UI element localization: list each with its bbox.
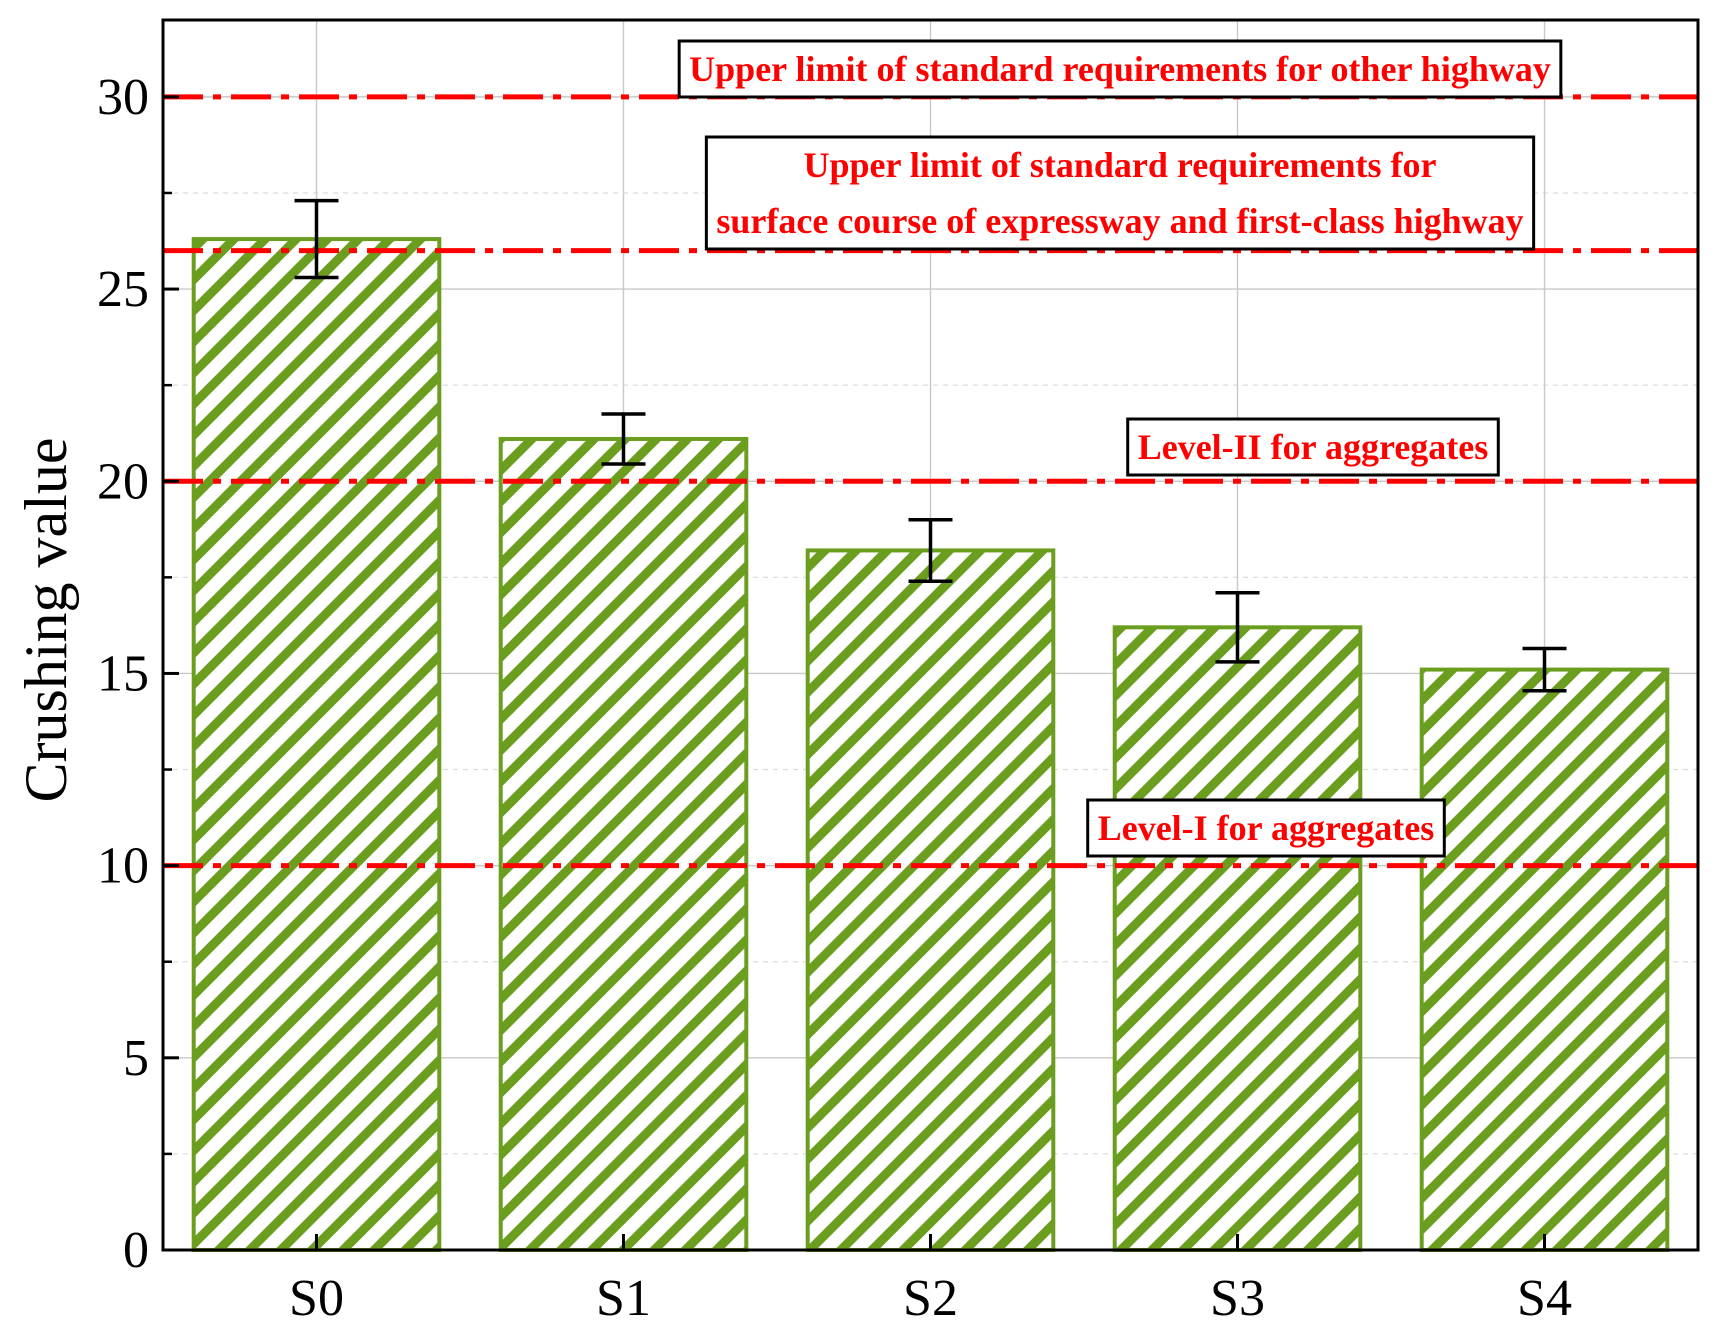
y-axis-title: Crushing value xyxy=(13,438,79,803)
reference-label-26: Upper limit of standard requirements for… xyxy=(704,135,1536,251)
reference-label-box xyxy=(677,39,1563,99)
reference-label-text: Level-I for aggregates xyxy=(1098,808,1435,848)
error-bar-s3 xyxy=(1215,590,1260,664)
bar-s0 xyxy=(191,237,442,1252)
x-tick-label-s0: S0 xyxy=(289,1270,344,1327)
error-bar-s0 xyxy=(294,198,339,280)
error-bar-s1 xyxy=(601,412,646,466)
reference-label-text: Upper limit of standard requirements for xyxy=(804,145,1437,185)
reference-label-text: Level-II for aggregates xyxy=(1138,427,1489,467)
y-tick-label: 30 xyxy=(97,69,149,126)
reference-label-text: surface course of expressway and first-c… xyxy=(716,201,1523,241)
y-tick-label: 15 xyxy=(97,645,149,702)
y-tick-label: 0 xyxy=(123,1222,149,1279)
error-bar-s4 xyxy=(1522,646,1567,693)
bar-s4 xyxy=(1419,667,1670,1252)
x-tick-label-s2: S2 xyxy=(903,1270,958,1327)
y-tick-label: 20 xyxy=(97,453,149,510)
bar-s3 xyxy=(1112,625,1363,1252)
reference-label-10: Level-I for aggregates xyxy=(1086,798,1446,858)
y-tick-label: 25 xyxy=(97,261,149,318)
x-tick-label-s3: S3 xyxy=(1210,1270,1265,1327)
bar-s1 xyxy=(498,436,749,1252)
y-tick-label: 10 xyxy=(97,838,149,895)
reference-label-box xyxy=(1126,417,1500,477)
reference-label-20: Level-II for aggregates xyxy=(1126,417,1500,477)
bar-s2 xyxy=(805,548,1056,1252)
x-tick-label-s4: S4 xyxy=(1517,1270,1572,1327)
error-bar-s2 xyxy=(908,517,953,583)
x-tick-label-s1: S1 xyxy=(596,1270,651,1327)
reference-label-30: Upper limit of standard requirements for… xyxy=(677,39,1563,99)
y-tick-label: 5 xyxy=(123,1030,149,1087)
reference-label-box xyxy=(704,135,1536,251)
reference-label-text: Upper limit of standard requirements for… xyxy=(689,49,1551,89)
reference-label-box xyxy=(1086,798,1446,858)
